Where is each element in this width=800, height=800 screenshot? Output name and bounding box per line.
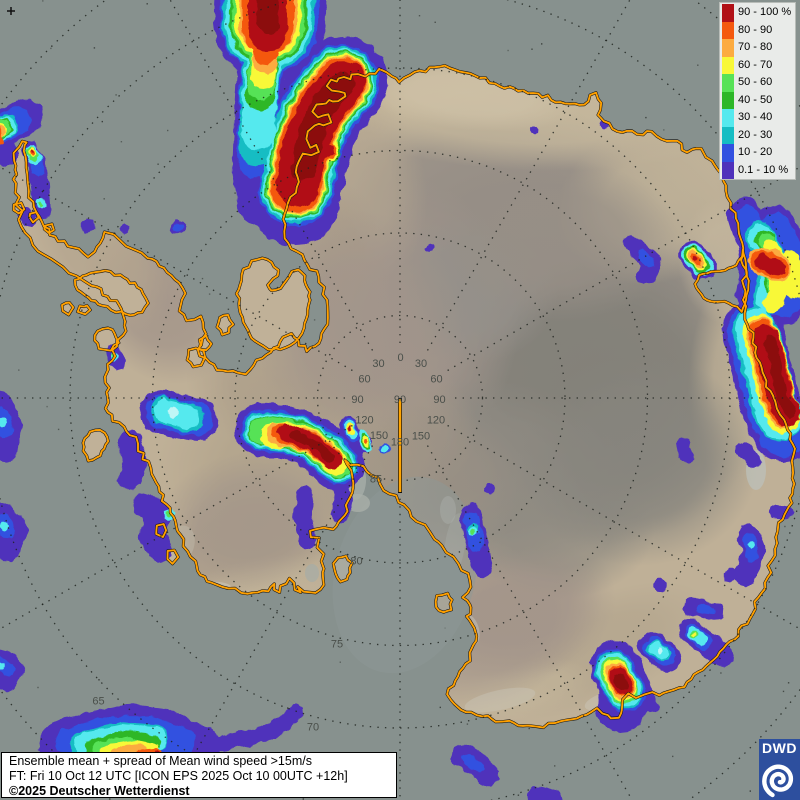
svg-text:0: 0 [397, 352, 403, 364]
svg-text:180: 180 [391, 437, 409, 449]
svg-text:90: 90 [394, 394, 406, 406]
svg-text:150: 150 [412, 431, 430, 443]
svg-text:90: 90 [351, 394, 363, 406]
svg-text:30: 30 [415, 358, 427, 370]
svg-text:80: 80 [350, 556, 362, 568]
svg-text:60: 60 [430, 374, 442, 386]
svg-text:75: 75 [331, 639, 343, 651]
svg-text:70: 70 [307, 722, 319, 734]
svg-text:85: 85 [370, 474, 382, 486]
svg-text:90: 90 [433, 394, 445, 406]
svg-text:65: 65 [92, 696, 104, 708]
svg-text:60: 60 [358, 374, 370, 386]
svg-text:150: 150 [370, 430, 388, 442]
svg-text:30: 30 [372, 358, 384, 370]
svg-text:120: 120 [355, 415, 373, 427]
svg-text:120: 120 [427, 415, 445, 427]
